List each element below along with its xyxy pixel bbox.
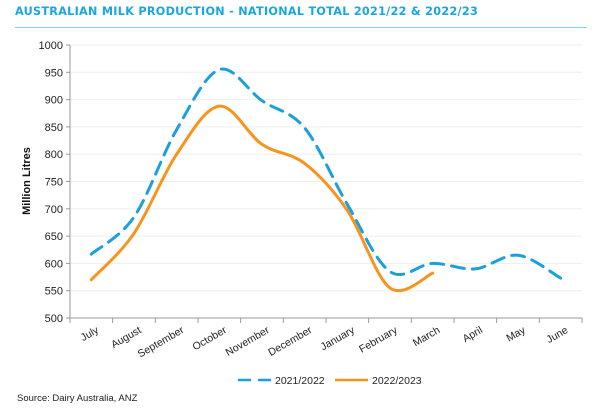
y-tick-label: 550: [45, 286, 63, 298]
x-tick-label: May: [504, 324, 528, 345]
x-tick-label: June: [544, 324, 570, 346]
legend-label: 2021/2022: [275, 375, 325, 387]
y-tick-label: 700: [45, 204, 63, 216]
x-tick-label: September: [136, 324, 187, 360]
y-axis-label: Million Litres: [21, 147, 33, 215]
series-line-2022-2023: [89, 104, 435, 292]
x-tick-label: January: [318, 324, 357, 353]
legend: 2021/2022 2022/2023: [238, 375, 422, 387]
source-note: Source: Dairy Australia, ANZ: [17, 393, 138, 404]
legend-label: 2022/2023: [372, 375, 422, 387]
gridlines: [70, 44, 582, 292]
y-tick-label: 650: [45, 231, 63, 243]
x-tick-label: March: [411, 324, 442, 349]
y-tick-label: 750: [45, 177, 63, 189]
x-tick-label: November: [224, 324, 272, 359]
y-tick-label: 900: [45, 95, 63, 107]
y-axis-ticks: 500 550 600 650 700 750 800 850 900 950 1000: [39, 40, 70, 325]
x-tick-label: July: [79, 324, 102, 344]
y-tick-label: 600: [45, 258, 63, 270]
y-tick-label: 800: [45, 149, 63, 161]
x-tick-label: April: [461, 324, 485, 345]
series-line-2021-2022: [89, 67, 563, 280]
series-lines: [89, 67, 563, 292]
y-tick-label: 500: [45, 313, 63, 325]
x-tick-label: August: [109, 324, 143, 351]
y-tick-label: 1000: [39, 40, 63, 52]
x-tick-label: February: [357, 324, 400, 356]
y-tick-label: 850: [45, 122, 63, 134]
x-tick-label: December: [266, 324, 314, 359]
title-divider: [15, 27, 587, 28]
chart-title: AUSTRALIAN MILK PRODUCTION - NATIONAL TO…: [15, 5, 479, 18]
y-tick-label: 950: [45, 67, 63, 79]
